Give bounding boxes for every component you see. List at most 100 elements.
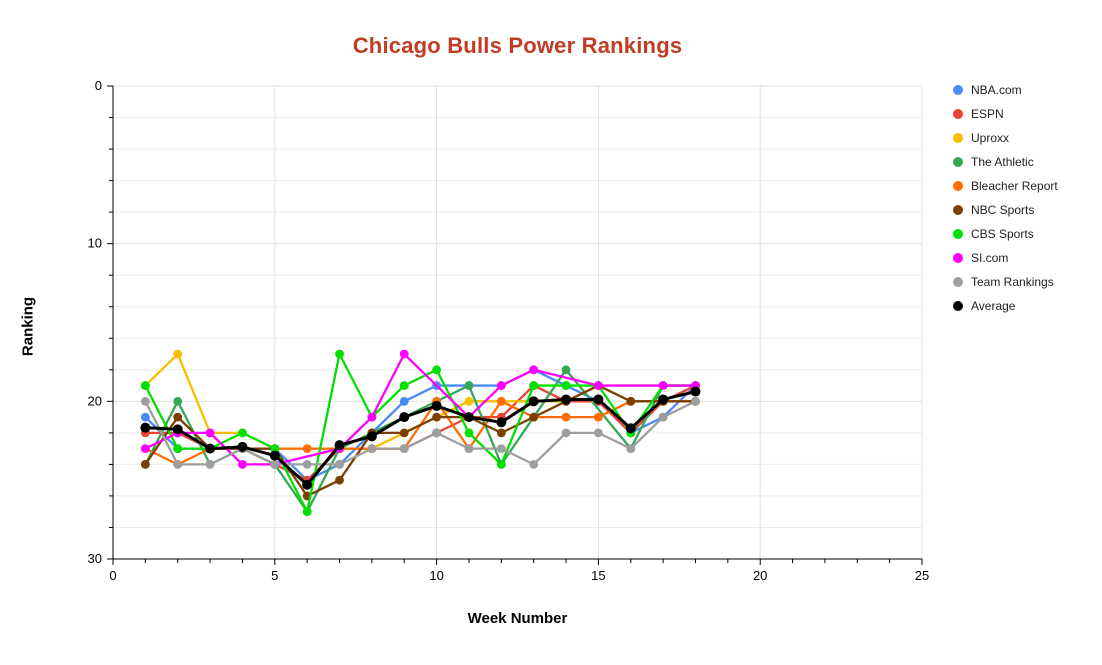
data-point-team-rankings <box>432 428 441 438</box>
data-point-team-rankings <box>173 460 183 469</box>
legend-swatch-icon <box>953 109 963 119</box>
data-point-average <box>561 394 572 405</box>
data-point-bleacher-report <box>496 396 506 406</box>
legend-item-si-com: SI.com <box>953 246 1058 270</box>
legend-item-nba-com: NBA.com <box>953 78 1058 102</box>
legend-swatch-icon <box>953 205 963 215</box>
data-point-team-rankings <box>399 444 409 454</box>
data-point-cbs-sports <box>529 381 539 390</box>
data-point-team-rankings <box>367 444 377 454</box>
data-point-cbs-sports <box>496 460 506 469</box>
data-point-average <box>658 394 669 405</box>
series-line-si-com <box>144 352 697 466</box>
x-tick-label: 5 <box>271 568 278 583</box>
legend-label: Team Rankings <box>971 275 1054 289</box>
data-point-nbc-sports <box>496 428 506 438</box>
legend-label: Uproxx <box>971 131 1010 145</box>
data-point-bleacher-report <box>594 412 603 422</box>
data-point-team-rankings <box>140 396 150 406</box>
data-point-uproxx <box>173 349 183 359</box>
data-point-average <box>463 412 474 423</box>
data-point-si-com <box>367 412 377 422</box>
data-point-average <box>366 431 377 442</box>
data-point-cbs-sports <box>432 365 441 375</box>
data-point-team-rankings <box>529 460 539 469</box>
data-point-average <box>302 479 313 490</box>
x-tick-label: 0 <box>109 568 116 583</box>
data-point-average <box>528 396 539 407</box>
legend-swatch-icon <box>953 85 963 95</box>
legend-item-cbs-sports: CBS Sports <box>953 222 1058 246</box>
y-tick-label: 30 <box>88 551 102 566</box>
data-point-team-rankings <box>626 444 636 454</box>
legend-item-team-rankings: Team Rankings <box>953 270 1058 294</box>
legend-item-uproxx: Uproxx <box>953 126 1058 150</box>
legend: NBA.com ESPN Uproxx The Athletic Bleacher Re… <box>953 78 1058 318</box>
legend-swatch-icon <box>953 253 963 263</box>
data-point-si-com <box>399 349 409 359</box>
data-point-the-athletic <box>561 365 571 375</box>
data-point-average <box>625 423 636 434</box>
data-point-team-rankings <box>302 460 312 469</box>
data-point-average <box>140 422 151 433</box>
data-point-average <box>496 417 507 428</box>
data-point-bleacher-report <box>302 444 312 454</box>
data-point-team-rankings <box>335 460 344 469</box>
x-tick-label: 20 <box>753 568 767 583</box>
legend-swatch-icon <box>953 301 963 311</box>
y-tick-label: 0 <box>95 78 102 93</box>
data-point-si-com <box>594 381 603 390</box>
data-point-si-com <box>238 460 247 469</box>
legend-item-the-athletic: The Athletic <box>953 150 1058 174</box>
data-point-average <box>205 443 216 454</box>
series-line-cbs-sports <box>144 352 697 513</box>
legend-label: NBC Sports <box>971 203 1035 217</box>
legend-label: SI.com <box>971 251 1009 265</box>
data-point-cbs-sports <box>464 428 474 438</box>
y-tick-label: 10 <box>88 236 102 251</box>
data-point-average <box>399 412 410 423</box>
data-point-nbc-sports <box>432 412 441 422</box>
data-point-average <box>334 440 345 451</box>
data-point-team-rankings <box>658 412 668 422</box>
x-tick-label: 15 <box>591 568 605 583</box>
legend-label: ESPN <box>971 107 1004 121</box>
data-point-si-com <box>496 381 506 390</box>
data-point-team-rankings <box>496 444 506 454</box>
data-point-uproxx <box>464 396 474 406</box>
data-point-si-com <box>140 444 150 454</box>
legend-label: Average <box>971 299 1016 313</box>
data-point-cbs-sports <box>399 381 409 390</box>
legend-item-espn: ESPN <box>953 102 1058 126</box>
legend-swatch-icon <box>953 229 963 239</box>
data-point-team-rankings <box>270 460 280 469</box>
data-point-team-rankings <box>464 444 474 454</box>
data-point-average <box>237 441 248 452</box>
data-point-average <box>269 450 280 461</box>
data-point-the-athletic <box>173 396 183 406</box>
data-point-cbs-sports <box>302 507 312 517</box>
data-point-nbc-sports <box>626 396 636 406</box>
data-point-nbc-sports <box>173 412 183 422</box>
legend-swatch-icon <box>953 277 963 287</box>
legend-swatch-icon <box>953 133 963 143</box>
legend-label: The Athletic <box>971 155 1034 169</box>
chart-title: Chicago Bulls Power Rankings <box>352 33 683 58</box>
data-point-average <box>690 386 701 397</box>
data-point-team-rankings <box>561 428 571 438</box>
data-point-si-com <box>205 428 215 438</box>
x-tick-label: 10 <box>429 568 443 583</box>
data-point-si-com <box>658 381 668 390</box>
legend-label: NBA.com <box>971 83 1022 97</box>
data-point-average <box>431 400 442 411</box>
data-point-nbc-sports <box>335 475 344 485</box>
x-axis-title: Week Number <box>467 610 568 627</box>
data-point-average <box>593 394 604 405</box>
x-tick-label: 25 <box>915 568 929 583</box>
legend-item-nbc-sports: NBC Sports <box>953 198 1058 222</box>
data-point-team-rankings <box>205 460 215 469</box>
data-point-bleacher-report <box>561 412 571 422</box>
y-tick-label: 20 <box>88 393 102 408</box>
